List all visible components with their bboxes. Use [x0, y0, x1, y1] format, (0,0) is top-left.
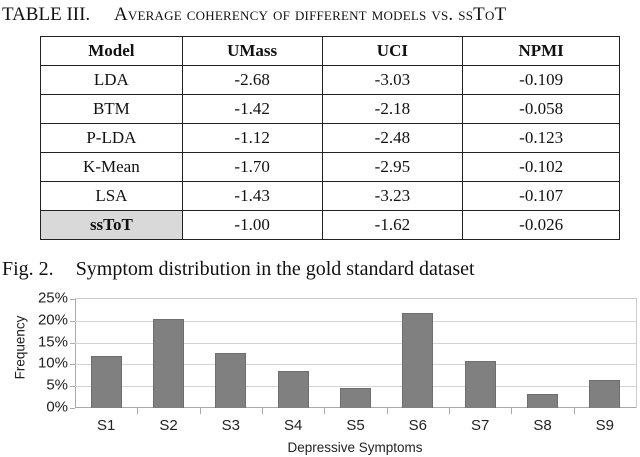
table-row: P-LDA -1.12 -2.48 -0.123	[40, 123, 620, 153]
x-tick-mark	[199, 408, 201, 414]
table-header-row: Model UMass UCI NPMI	[40, 36, 620, 66]
x-tick-mark	[449, 408, 450, 414]
x-tick-label: S2	[159, 417, 178, 434]
x-tick-mark	[137, 408, 139, 414]
cell-uci: -3.03	[321, 65, 464, 95]
y-tick-mark	[70, 364, 75, 366]
table-caption-text: Average coherency of different models vs…	[114, 4, 507, 25]
cell-npmi: -0.109	[462, 65, 620, 95]
x-tick-mark	[262, 408, 263, 414]
cell-model-highlighted: ssToT	[40, 210, 183, 240]
table-caption-label: TABLE III.	[2, 4, 91, 25]
y-tick-mark	[70, 299, 75, 300]
x-tick-label: S1	[96, 417, 116, 434]
table-row: K-Mean -1.70 -2.95 -0.102	[40, 152, 620, 182]
y-tick-label: 25%	[37, 289, 68, 307]
header-uci: UCI	[321, 36, 464, 66]
table-row: BTM -1.42 -2.18 -0.058	[40, 94, 620, 124]
cell-uci: -2.48	[321, 123, 464, 153]
cell-model: LSA	[40, 181, 183, 211]
y-tick-label: 0%	[46, 398, 68, 416]
x-tick-mark	[573, 408, 575, 414]
coherency-table: Model UMass UCI NPMI LDA -2.68 -3.03 -0.…	[40, 36, 620, 240]
bar-chart: Frequency Depressive Symptoms 0% 5% 10% 15%…	[0, 290, 640, 457]
x-tick-mark	[511, 408, 513, 414]
cell-npmi: -0.123	[462, 123, 620, 153]
x-tick-label: S9	[595, 417, 615, 434]
x-tick-label: S7	[470, 417, 490, 434]
y-tick-mark	[70, 320, 75, 322]
cell-model: BTM	[40, 94, 183, 124]
x-tick-label: S8	[533, 417, 552, 434]
figure-caption-text: Symptom distribution in the gold standar…	[75, 258, 475, 280]
cell-npmi: -0.102	[462, 152, 620, 182]
x-axis-title: Depressive Symptoms	[287, 440, 423, 455]
table-row: LSA -1.43 -3.23 -0.107	[40, 181, 620, 211]
gridline	[75, 320, 636, 322]
y-tick-mark	[70, 408, 75, 409]
bar-s2	[152, 319, 185, 408]
bar-s5	[339, 387, 372, 408]
x-tick-label: S3	[221, 417, 241, 434]
gridline	[75, 364, 636, 366]
y-tick-label: 15%	[37, 333, 68, 351]
bar-s6	[402, 312, 434, 408]
y-tick-label: 20%	[37, 311, 68, 329]
figure-caption: Fig. 2. Symptom distribution in the gold …	[2, 258, 475, 281]
bar-s3	[215, 353, 247, 408]
cell-umass: -1.43	[181, 181, 323, 211]
gridline	[75, 386, 636, 388]
y-tick-mark	[70, 342, 75, 344]
bar-s7	[464, 360, 496, 408]
cell-npmi: -0.058	[462, 94, 620, 124]
x-tick-label: S5	[346, 417, 365, 434]
cell-npmi: -0.026	[462, 210, 620, 240]
bar-s9	[589, 380, 621, 408]
plot-area	[70, 298, 637, 414]
header-model: Model	[40, 36, 183, 66]
x-tick-label: S4	[283, 417, 303, 434]
table-row: LDA -2.68 -3.03 -0.109	[40, 65, 620, 95]
bar-s8	[526, 394, 559, 408]
header-npmi: NPMI	[462, 36, 620, 66]
bar-s1	[90, 356, 122, 408]
cell-uci: -1.62	[321, 210, 464, 240]
cell-model: P-LDA	[40, 123, 183, 153]
cell-uci: -3.23	[321, 181, 464, 211]
y-tick-mark	[70, 386, 75, 388]
cell-umass: -1.70	[181, 152, 323, 182]
bar-s4	[277, 370, 309, 408]
cell-uci: -2.18	[321, 94, 464, 124]
cell-model: K-Mean	[40, 152, 183, 182]
figure-label: Fig. 2.	[2, 258, 54, 280]
x-tick-mark	[324, 408, 326, 414]
header-umass: UMass	[181, 36, 323, 66]
cell-umass: -1.00	[181, 210, 323, 240]
cell-umass: -1.42	[181, 94, 323, 124]
table-row-highlighted: ssToT -1.00 -1.62 -0.026	[40, 210, 620, 240]
cell-umass: -1.12	[181, 123, 323, 153]
cell-npmi: -0.107	[462, 181, 620, 211]
x-tick-label: S6	[408, 417, 428, 434]
cell-uci: -2.95	[321, 152, 464, 182]
cell-umass: -2.68	[181, 65, 323, 95]
y-axis-title: Frequency	[12, 315, 28, 380]
table-caption: TABLE III. Average coherency of differen…	[0, 0, 640, 30]
cell-model: LDA	[40, 65, 183, 95]
y-axis	[75, 299, 76, 408]
gridline	[75, 342, 636, 344]
x-tick-mark	[386, 408, 388, 414]
y-tick-label: 5%	[46, 376, 68, 394]
y-tick-label: 10%	[37, 354, 68, 372]
